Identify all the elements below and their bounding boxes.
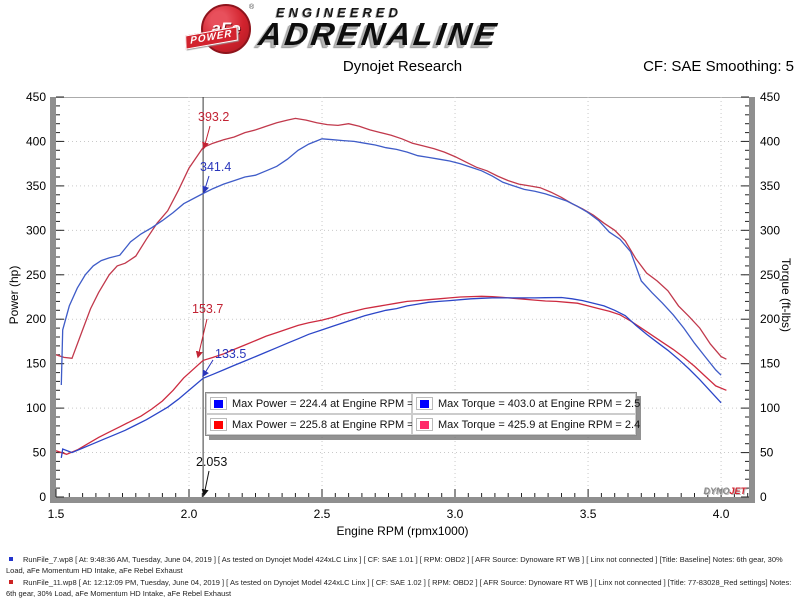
chart-title: Dynojet Research — [342, 58, 463, 75]
red-settings-run-bullet-icon — [9, 580, 13, 584]
svg-text:350: 350 — [26, 179, 46, 193]
svg-text:200: 200 — [26, 312, 46, 326]
engineered-wordmark: ENGINEERED — [276, 5, 402, 20]
torque-axis-label: Torque (ft-lbs) — [779, 257, 793, 333]
svg-text:100: 100 — [760, 401, 780, 415]
legend-entry-max-torque-red: Max Torque = 425.9 at Engine RPM = 2.4 — [412, 414, 640, 435]
svg-text:0: 0 — [39, 490, 46, 504]
dynojet-watermark-dyno: DYNO — [703, 486, 730, 496]
svg-text:393.2: 393.2 — [198, 110, 229, 124]
chart-legend: Max Power = 224.4 at Engine RPM = 3.4 Ma… — [205, 392, 640, 436]
svg-text:153.7: 153.7 — [192, 302, 223, 316]
svg-text:200: 200 — [760, 312, 780, 326]
svg-text:341.4: 341.4 — [200, 160, 231, 174]
rpm-axis-label: Engine RPM (rpmx1000) — [336, 524, 469, 538]
dynojet-watermark-jet: JET — [729, 486, 746, 496]
run-info-text: RunFile_11.wp8 [ At: 12:12:09 PM, Tuesda… — [6, 578, 792, 598]
run-info-baseline: RunFile_7.wp8 [ At: 9:48:36 AM, Tuesday,… — [6, 554, 794, 576]
legend-label: Max Torque = 425.9 at Engine RPM = 2.4 — [438, 418, 641, 431]
svg-text:2.5: 2.5 — [314, 507, 331, 521]
red-power-swatch-icon — [214, 420, 223, 429]
legend-entry-max-power-blue: Max Power = 224.4 at Engine RPM = 3.4 — [206, 393, 432, 414]
svg-text:250: 250 — [760, 268, 780, 282]
svg-text:400: 400 — [760, 134, 780, 148]
afe-adrenaline-logo: aFe ® POWER ENGINEERED ADRENALINE — [183, 2, 613, 54]
svg-text:250: 250 — [26, 268, 46, 282]
legend-entry-max-power-red: Max Power = 225.8 at Engine RPM = 3.1 — [206, 414, 432, 435]
svg-text:3.5: 3.5 — [580, 507, 597, 521]
svg-text:150: 150 — [26, 357, 46, 371]
smoothing-label: CF: SAE Smoothing: 5 — [643, 58, 794, 75]
svg-text:133.5: 133.5 — [215, 347, 246, 361]
svg-text:300: 300 — [760, 223, 780, 237]
svg-text:50: 50 — [760, 446, 774, 460]
svg-text:3.0: 3.0 — [447, 507, 464, 521]
pink-torque-swatch-icon — [420, 420, 429, 429]
legend-label: Max Torque = 403.0 at Engine RPM = 2.5 — [438, 397, 641, 410]
svg-text:0: 0 — [760, 490, 767, 504]
svg-text:4.0: 4.0 — [713, 507, 730, 521]
registered-mark: ® — [249, 4, 255, 11]
svg-text:300: 300 — [26, 223, 46, 237]
blue-torque-swatch-icon — [420, 399, 429, 408]
adrenaline-wordmark: ADRENALINE — [256, 16, 502, 52]
legend-swatch-frame — [416, 418, 433, 431]
legend-entry-max-torque-blue: Max Torque = 403.0 at Engine RPM = 2.5 — [412, 393, 640, 414]
legend-label: Max Power = 225.8 at Engine RPM = 3.1 — [232, 418, 432, 431]
svg-text:2.0: 2.0 — [181, 507, 198, 521]
svg-text:450: 450 — [26, 90, 46, 104]
svg-text:350: 350 — [760, 179, 780, 193]
svg-text:1.5: 1.5 — [48, 507, 65, 521]
run-info-footer: RunFile_7.wp8 [ At: 9:48:36 AM, Tuesday,… — [6, 554, 794, 600]
run-info-red-settings: RunFile_11.wp8 [ At: 12:12:09 PM, Tuesda… — [6, 577, 794, 599]
legend-swatch-frame — [210, 397, 227, 410]
svg-text:150: 150 — [760, 357, 780, 371]
blue-power-swatch-icon — [214, 399, 223, 408]
legend-label: Max Power = 224.4 at Engine RPM = 3.4 — [232, 397, 432, 410]
dyno-chart-plot: 0 0 50 50 100 100 150 150 200 200 250 250 300 300 350 3… — [26, 90, 780, 521]
svg-text:100: 100 — [26, 401, 46, 415]
svg-text:50: 50 — [33, 446, 47, 460]
legend-swatch-frame — [416, 397, 433, 410]
run-info-text: RunFile_7.wp8 [ At: 9:48:36 AM, Tuesday,… — [6, 555, 783, 575]
dynojet-watermark: DYNOJET — [630, 486, 746, 496]
svg-text:2.053: 2.053 — [196, 455, 227, 469]
baseline-run-bullet-icon — [9, 557, 13, 561]
svg-text:400: 400 — [26, 134, 46, 148]
power-axis-label: Power (hp) — [7, 265, 21, 325]
legend-swatch-frame — [210, 418, 227, 431]
svg-text:450: 450 — [760, 90, 780, 104]
